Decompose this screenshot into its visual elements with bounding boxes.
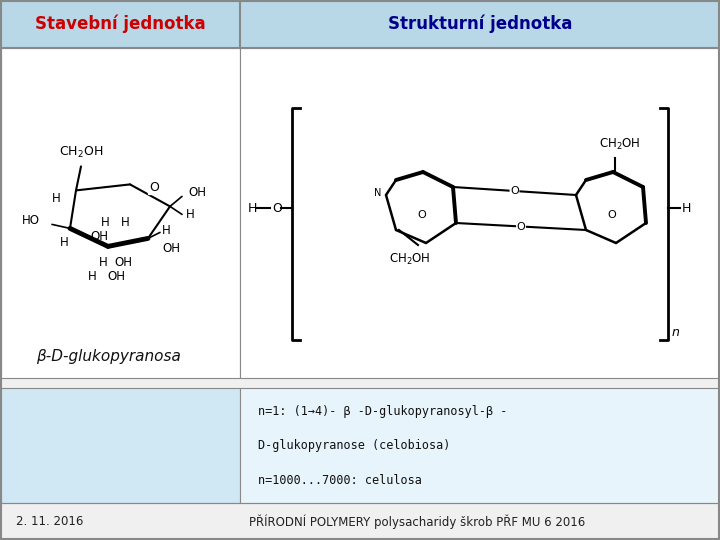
Text: N: N (374, 188, 382, 198)
Text: O: O (272, 201, 282, 214)
Text: OH: OH (90, 230, 108, 243)
Text: O: O (418, 210, 426, 220)
Text: Strukturní jednotka: Strukturní jednotka (388, 15, 572, 33)
Text: PŘÍRODNÍ POLYMERY polysacharidy škrob PŘF MU 6 2016: PŘÍRODNÍ POLYMERY polysacharidy škrob PŘ… (249, 514, 586, 529)
Text: H: H (60, 236, 68, 249)
Text: O: O (608, 210, 616, 220)
Text: H: H (248, 201, 257, 214)
Text: β-D-glukopyranosa: β-D-glukopyranosa (35, 349, 181, 364)
Text: OH: OH (188, 186, 206, 199)
Text: H: H (99, 256, 107, 269)
Text: CH$_2$OH: CH$_2$OH (390, 252, 431, 267)
Text: O: O (149, 181, 159, 194)
Text: H: H (88, 270, 96, 283)
Text: H: H (162, 224, 171, 237)
Text: H: H (121, 216, 130, 229)
Text: D-glukopyranose (celobiosa): D-glukopyranose (celobiosa) (258, 439, 451, 452)
Bar (240, 48, 719, 378)
Text: O: O (517, 221, 526, 232)
Text: HO: HO (22, 214, 40, 227)
Text: n=1: (1→4)- β -D-glukopyranosyl-β -: n=1: (1→4)- β -D-glukopyranosyl-β - (258, 404, 508, 417)
Text: H: H (186, 208, 194, 221)
Bar (1, 1, 719, 48)
Bar (240, 388, 719, 503)
Text: H: H (52, 192, 60, 205)
Bar (1, 388, 240, 503)
Text: n: n (672, 326, 680, 339)
Text: OH: OH (114, 256, 132, 269)
Text: Stavební jednotka: Stavební jednotka (35, 15, 205, 33)
Text: CH$_2$OH: CH$_2$OH (599, 137, 641, 152)
Text: O: O (510, 186, 519, 196)
Text: OH: OH (162, 242, 180, 255)
Text: OH: OH (107, 270, 125, 283)
Text: 2. 11. 2016: 2. 11. 2016 (16, 515, 84, 528)
Bar (1, 48, 240, 378)
Text: n=1000...7000: celulosa: n=1000...7000: celulosa (258, 474, 422, 487)
Text: H: H (682, 201, 691, 214)
Text: CH$_2$OH: CH$_2$OH (59, 145, 103, 160)
Text: H: H (101, 216, 109, 229)
